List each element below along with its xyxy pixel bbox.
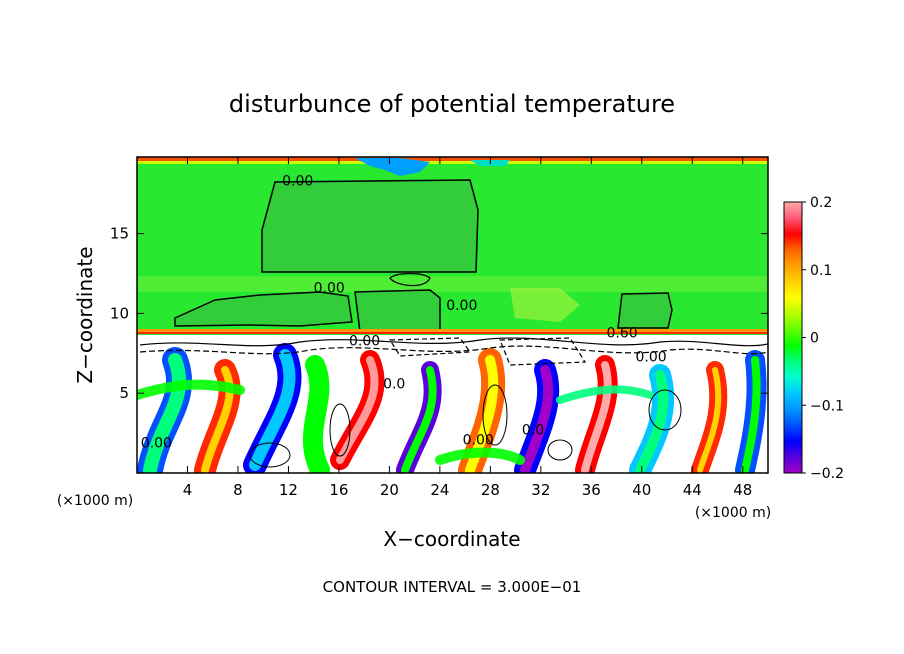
contour-label: 0.00 <box>635 349 666 365</box>
contour-label: 0.00 <box>463 432 494 448</box>
contour-label: 0.00 <box>282 174 313 190</box>
x-tick-label: 28 <box>481 481 500 499</box>
upper-box-contour <box>261 179 479 273</box>
contour-label: 0.00 <box>446 298 477 314</box>
x-axis-unit-right: (×1000 m) <box>695 505 771 521</box>
x-tick-label: 32 <box>531 481 550 499</box>
mid-band-lightgreen <box>137 276 768 292</box>
x-tick-label: 4 <box>183 481 193 499</box>
x-tick-label: 8 <box>233 481 243 499</box>
colorbar-tick-label: −0.2 <box>810 466 844 482</box>
inversion-red-line <box>137 332 768 334</box>
y-axis: 5 10 15 <box>110 225 768 402</box>
colorbar-ticks: 0.2 0.1 0 −0.1 −0.2 <box>802 195 844 482</box>
turbulent-plumes <box>137 343 767 473</box>
x-tick-label: 24 <box>430 481 449 499</box>
x-axis-unit-left: (×1000 m) <box>57 493 133 509</box>
plume-contours <box>249 384 682 468</box>
plot-frame <box>136 156 769 474</box>
colorbar <box>783 201 803 474</box>
contour-label: 0.0 <box>522 423 544 439</box>
chart-title: disturbunce of potential temperature <box>229 90 675 118</box>
x-tick-label: 16 <box>329 481 348 499</box>
x-tick-label: 20 <box>380 481 399 499</box>
contour-label: 0.60 <box>606 325 637 341</box>
contour-interval-note: CONTOUR INTERVAL = 3.000E−01 <box>323 578 582 596</box>
mid-left-contour <box>174 291 353 327</box>
x-tick-label: 40 <box>632 481 651 499</box>
contour-label: 0.00 <box>349 333 380 349</box>
contour-label: 0.00 <box>314 281 345 297</box>
x-tick-label: 44 <box>683 481 702 499</box>
top-boundary-red <box>137 157 768 161</box>
inversion-contours <box>139 272 768 366</box>
colorbar-tick-label: 0.2 <box>810 195 832 211</box>
x-tick-label: 36 <box>582 481 601 499</box>
contour-label: 0.0 <box>383 376 405 392</box>
y-tick-label: 15 <box>110 225 129 243</box>
x-tick-label: 12 <box>279 481 298 499</box>
inversion-orange-line <box>137 329 768 332</box>
y-tick-label: 10 <box>110 304 129 322</box>
colorbar-tick-label: 0.1 <box>810 263 832 279</box>
colorbar-tick-label: 0 <box>810 331 819 347</box>
heatmap-field <box>137 157 768 473</box>
colorbar-tick-label: −0.1 <box>810 398 844 414</box>
x-axis: 4 8 12 16 20 24 28 32 36 40 44 48 <box>183 157 752 499</box>
yellow-green-patch <box>510 288 580 322</box>
x-axis-label: X−coordinate <box>383 527 520 551</box>
contour-labels: 0.00 0.00 0.00 0.00 0.60 0.00 0.00 0.00 0.0 0.0 <box>141 174 667 452</box>
top-blue-blob <box>355 158 430 176</box>
x-tick-label: 48 <box>733 481 752 499</box>
y-axis-label: Z−coordinate <box>73 246 97 383</box>
y-tick-label: 5 <box>119 384 129 402</box>
mid-center-contour <box>354 289 441 333</box>
mid-right-contour <box>617 292 673 329</box>
contour-label: 0.00 <box>141 435 172 451</box>
top-boundary-yellow <box>137 161 768 164</box>
